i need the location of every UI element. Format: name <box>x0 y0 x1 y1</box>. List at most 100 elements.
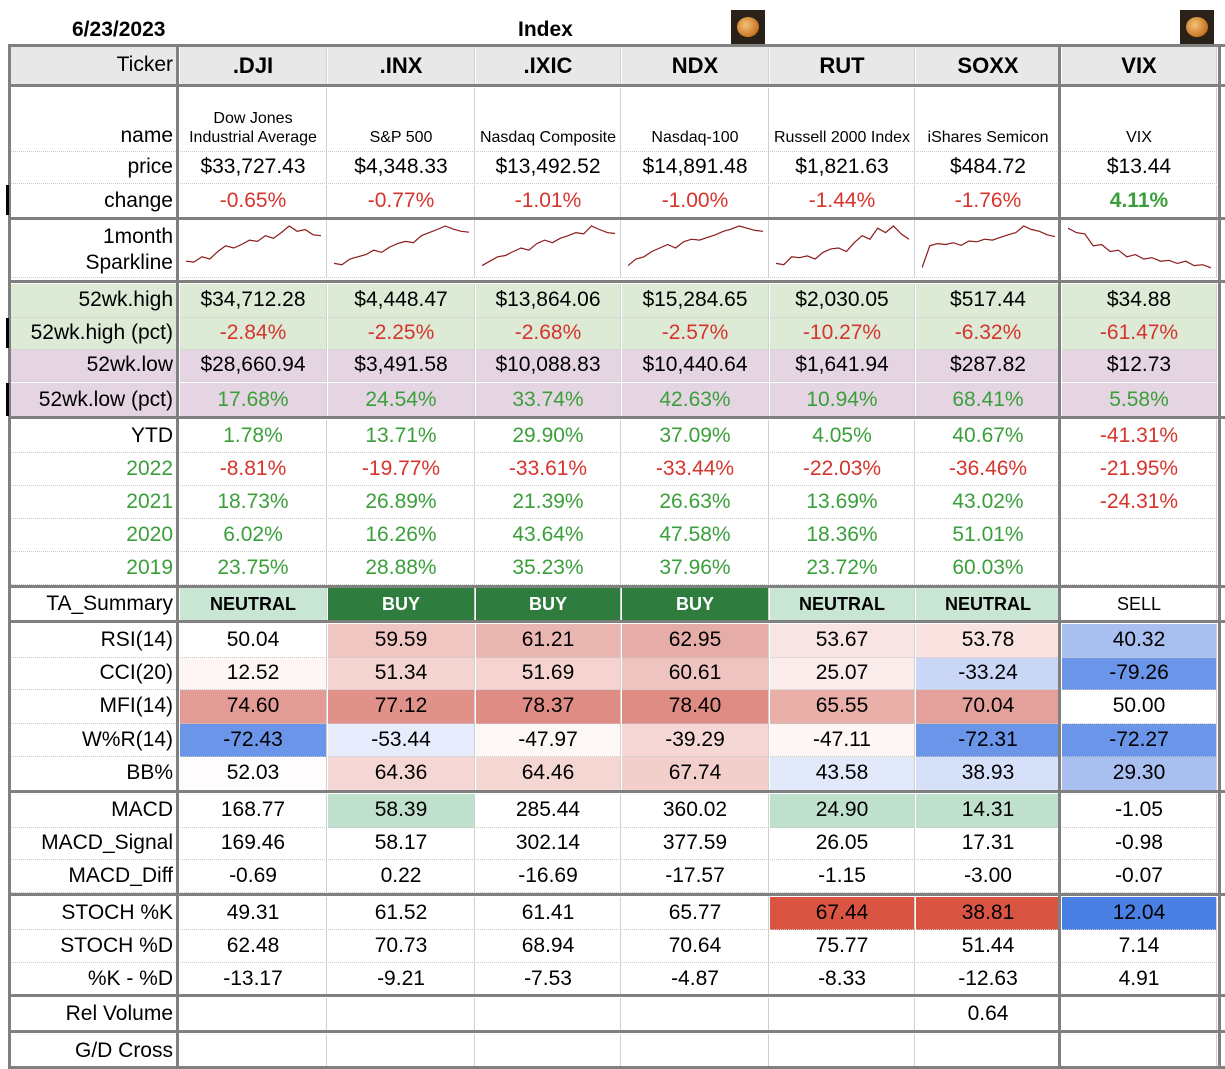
y2022-cell[interactable]: -22.03% <box>770 453 915 486</box>
macd-signal-cell[interactable]: 169.46 <box>180 828 327 860</box>
cci-cell[interactable]: 60.61 <box>622 658 769 690</box>
y2022-cell[interactable]: -33.44% <box>622 453 769 486</box>
cci-cell[interactable]: 51.34 <box>328 658 475 690</box>
macd-signal-cell[interactable]: 302.14 <box>476 828 621 860</box>
column-header-inx[interactable]: .INX <box>328 47 475 85</box>
bb-cell[interactable]: 52.03 <box>180 757 327 791</box>
mfi-cell[interactable]: 70.04 <box>916 690 1061 724</box>
y2020-cell[interactable]: 6.02% <box>180 519 327 552</box>
stochk-cell[interactable]: 67.44 <box>770 897 915 930</box>
kd-cell[interactable]: -7.53 <box>476 963 621 996</box>
stochk-cell[interactable]: 38.81 <box>916 897 1061 930</box>
low-pct-cell[interactable]: 68.41% <box>916 383 1061 418</box>
stochk-cell[interactable]: 12.04 <box>1062 897 1217 930</box>
kd-cell[interactable]: -9.21 <box>328 963 475 996</box>
y2020-cell[interactable]: 43.64% <box>476 519 621 552</box>
ytd-cell[interactable]: 40.67% <box>916 420 1061 453</box>
column-header-dji[interactable]: .DJI <box>180 47 327 85</box>
ta-cell[interactable]: SELL <box>1062 588 1217 622</box>
mfi-cell[interactable]: 77.12 <box>328 690 475 724</box>
column-header-ixic[interactable]: .IXIC <box>476 47 621 85</box>
stochd-cell[interactable]: 70.73 <box>328 930 475 963</box>
cci-cell[interactable]: -33.24 <box>916 658 1061 690</box>
cci-cell[interactable]: 25.07 <box>770 658 915 690</box>
macd-diff-cell[interactable]: -0.07 <box>1062 860 1217 893</box>
mfi-cell[interactable]: 50.00 <box>1062 690 1217 724</box>
relvol-cell[interactable] <box>476 998 621 1032</box>
low-pct-cell[interactable]: 5.58% <box>1062 383 1217 418</box>
cci-cell[interactable]: -79.26 <box>1062 658 1217 690</box>
rsi-cell[interactable]: 50.04 <box>180 624 327 658</box>
high-pct-cell[interactable]: -2.68% <box>476 318 621 350</box>
rsi-cell[interactable]: 59.59 <box>328 624 475 658</box>
macd-signal-cell[interactable]: 377.59 <box>622 828 769 860</box>
change-cell[interactable]: -1.76% <box>916 185 1061 218</box>
high-pct-cell[interactable]: -2.57% <box>622 318 769 350</box>
low-cell[interactable]: $28,660.94 <box>180 350 327 382</box>
gd-cell[interactable] <box>180 1034 327 1069</box>
y2021-cell[interactable]: -24.31% <box>1062 486 1217 519</box>
wr-cell[interactable]: -39.29 <box>622 724 769 757</box>
y2020-cell[interactable]: 18.36% <box>770 519 915 552</box>
sheet-title[interactable]: Index <box>518 18 573 41</box>
change-cell[interactable]: -0.77% <box>328 185 475 218</box>
y2022-cell[interactable]: -8.81% <box>180 453 327 486</box>
change-cell[interactable]: -1.00% <box>622 185 769 218</box>
gd-cell[interactable] <box>622 1034 769 1069</box>
macd-cell[interactable]: -1.05 <box>1062 794 1217 828</box>
relvol-cell[interactable] <box>1062 998 1217 1032</box>
y2020-cell[interactable]: 51.01% <box>916 519 1061 552</box>
low-cell[interactable]: $10,088.83 <box>476 350 621 382</box>
column-header-soxx[interactable]: SOXX <box>916 47 1061 85</box>
macd-cell[interactable]: 58.39 <box>328 794 475 828</box>
rsi-cell[interactable]: 53.67 <box>770 624 915 658</box>
column-header-ndx[interactable]: NDX <box>622 47 769 85</box>
kd-cell[interactable]: -4.87 <box>622 963 769 996</box>
mfi-cell[interactable]: 65.55 <box>770 690 915 724</box>
high-cell[interactable]: $2,030.05 <box>770 284 915 318</box>
y2019-cell[interactable]: 60.03% <box>916 552 1061 585</box>
rsi-cell[interactable]: 62.95 <box>622 624 769 658</box>
rsi-cell[interactable]: 40.32 <box>1062 624 1217 658</box>
high-cell[interactable]: $15,284.65 <box>622 284 769 318</box>
mfi-cell[interactable]: 74.60 <box>180 690 327 724</box>
low-cell[interactable]: $12.73 <box>1062 350 1217 382</box>
name-cell[interactable]: Dow Jones Industrial Average <box>180 88 327 152</box>
y2021-cell[interactable]: 26.89% <box>328 486 475 519</box>
relvol-cell[interactable] <box>622 998 769 1032</box>
high-cell[interactable]: $4,448.47 <box>328 284 475 318</box>
ytd-cell[interactable]: -41.31% <box>1062 420 1217 453</box>
relvol-cell[interactable] <box>328 998 475 1032</box>
macd-cell[interactable]: 168.77 <box>180 794 327 828</box>
name-cell[interactable]: VIX <box>1062 88 1217 152</box>
stochd-cell[interactable]: 75.77 <box>770 930 915 963</box>
name-cell[interactable]: Nasdaq Composite <box>476 88 621 152</box>
price-cell[interactable]: $1,821.63 <box>770 152 915 184</box>
high-pct-cell[interactable]: -61.47% <box>1062 318 1217 350</box>
gd-cell[interactable] <box>770 1034 915 1069</box>
stochd-cell[interactable]: 68.94 <box>476 930 621 963</box>
wr-cell[interactable]: -72.31 <box>916 724 1061 757</box>
low-pct-cell[interactable]: 17.68% <box>180 383 327 418</box>
name-cell[interactable]: S&P 500 <box>328 88 475 152</box>
price-cell[interactable]: $33,727.43 <box>180 152 327 184</box>
name-cell[interactable]: Russell 2000 Index <box>770 88 915 152</box>
stochk-cell[interactable]: 49.31 <box>180 897 327 930</box>
gd-cell[interactable] <box>916 1034 1061 1069</box>
y2021-cell[interactable]: 26.63% <box>622 486 769 519</box>
macd-signal-cell[interactable]: 58.17 <box>328 828 475 860</box>
macd-diff-cell[interactable]: -17.57 <box>622 860 769 893</box>
ytd-cell[interactable]: 37.09% <box>622 420 769 453</box>
macd-diff-cell[interactable]: -16.69 <box>476 860 621 893</box>
wr-cell[interactable]: -72.43 <box>180 724 327 757</box>
cci-cell[interactable]: 51.69 <box>476 658 621 690</box>
price-cell[interactable]: $14,891.48 <box>622 152 769 184</box>
high-cell[interactable]: $517.44 <box>916 284 1061 318</box>
bb-cell[interactable]: 38.93 <box>916 757 1061 791</box>
change-cell[interactable]: -1.44% <box>770 185 915 218</box>
kd-cell[interactable]: -13.17 <box>180 963 327 996</box>
high-pct-cell[interactable]: -6.32% <box>916 318 1061 350</box>
kd-cell[interactable]: -12.63 <box>916 963 1061 996</box>
ta-cell[interactable]: NEUTRAL <box>916 588 1061 622</box>
macd-diff-cell[interactable]: -3.00 <box>916 860 1061 893</box>
